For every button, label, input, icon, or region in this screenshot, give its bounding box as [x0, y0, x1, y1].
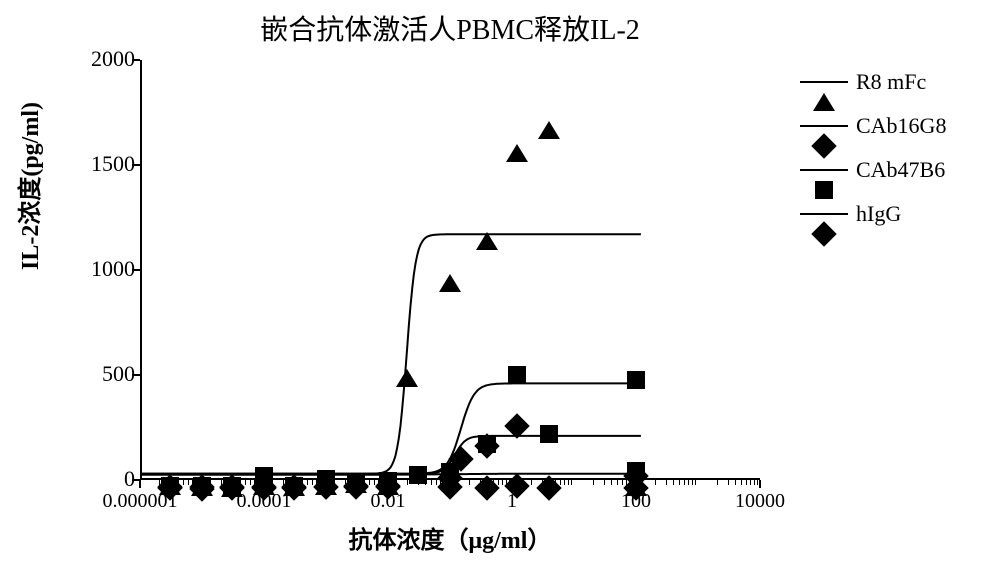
fit-curves	[140, 60, 760, 480]
x-minor-tick	[250, 480, 251, 485]
legend: R8 mFc CAb16G8 CAb47B6 hIgG	[800, 60, 946, 236]
x-minor-tick	[245, 480, 246, 485]
y-tick-label: 0	[60, 466, 135, 492]
x-minor-tick	[735, 480, 736, 485]
x-minor-tick	[188, 480, 189, 485]
x-tick-label: 0.0001	[237, 490, 292, 513]
legend-row-cab47b6: CAb47B6	[800, 148, 946, 192]
legend-line-icon	[800, 125, 848, 127]
x-minor-tick	[750, 480, 751, 485]
x-minor-tick	[502, 480, 503, 485]
x-tick-label: 100	[621, 490, 651, 513]
legend-label: CAb16G8	[856, 113, 946, 139]
legend-line-icon	[800, 169, 848, 171]
legend-line-icon	[800, 81, 848, 83]
x-minor-tick	[717, 480, 718, 485]
y-tick-label: 500	[60, 361, 135, 387]
x-minor-tick	[604, 480, 605, 485]
x-minor-tick	[754, 480, 755, 485]
x-minor-tick	[757, 480, 758, 485]
x-minor-tick	[746, 480, 747, 485]
legend-row-higg: hIgG	[800, 192, 946, 236]
y-tick-label: 1500	[60, 151, 135, 177]
x-minor-tick	[684, 480, 685, 485]
x-minor-tick	[469, 480, 470, 485]
x-minor-tick	[560, 480, 561, 485]
x-minor-tick	[436, 480, 437, 485]
x-minor-tick	[593, 480, 594, 485]
x-minor-tick	[571, 480, 572, 485]
fit-curve	[140, 234, 641, 473]
x-minor-tick	[498, 480, 499, 485]
x-minor-tick	[611, 480, 612, 485]
x-tick-label: 1	[507, 490, 517, 513]
x-minor-tick	[655, 480, 656, 485]
x-minor-tick	[407, 480, 408, 485]
y-tick-label: 2000	[60, 46, 135, 72]
x-minor-tick	[307, 480, 308, 485]
x-minor-tick	[568, 480, 569, 485]
x-minor-tick	[183, 480, 184, 485]
x-axis-label: 抗体浓度（μg/ml）	[140, 520, 760, 555]
chart-title: 嵌合抗体激活人PBMC释放IL-2	[140, 8, 760, 48]
x-tick-label: 0.01	[371, 490, 406, 513]
legend-label: hIgG	[856, 201, 901, 227]
x-minor-tick	[679, 480, 680, 485]
x-minor-tick	[564, 480, 565, 485]
x-tick-label: 10000	[735, 490, 785, 513]
legend-label: CAb47B6	[856, 157, 945, 183]
legend-line-icon	[800, 213, 848, 215]
legend-row-cab16g8: CAb16G8	[800, 104, 946, 148]
x-minor-tick	[741, 480, 742, 485]
fit-curve	[140, 383, 641, 473]
x-minor-tick	[692, 480, 693, 485]
x-minor-tick	[728, 480, 729, 485]
x-minor-tick	[673, 480, 674, 485]
x-minor-tick	[688, 480, 689, 485]
y-axis-label: IL-2浓度(pg/ml)	[10, 102, 45, 270]
x-minor-tick	[369, 480, 370, 485]
x-tick-label: 0.000001	[103, 490, 178, 513]
x-minor-tick	[695, 480, 696, 485]
x-tick	[139, 480, 141, 488]
legend-label: R8 mFc	[856, 69, 926, 95]
plot-area	[140, 60, 760, 480]
x-minor-tick	[666, 480, 667, 485]
x-minor-tick	[622, 480, 623, 485]
x-minor-tick	[617, 480, 618, 485]
x-tick	[759, 480, 761, 488]
x-minor-tick	[531, 480, 532, 485]
x-minor-tick	[431, 480, 432, 485]
y-tick-label: 1000	[60, 256, 135, 282]
legend-row-r8: R8 mFc	[800, 60, 946, 104]
x-minor-tick	[312, 480, 313, 485]
